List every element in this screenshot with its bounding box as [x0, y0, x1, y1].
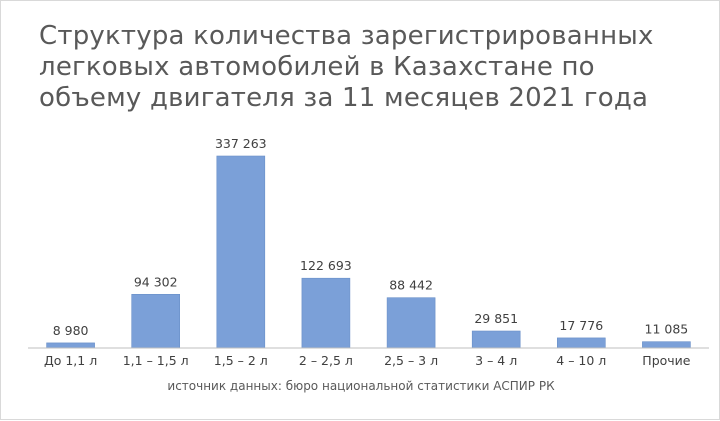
bar-4 — [386, 297, 436, 349]
category-label-0: До 1,1 л — [44, 353, 97, 368]
category-label-3: 2 – 2,5 л — [299, 353, 353, 368]
category-label-5: 3 – 4 л — [475, 353, 517, 368]
category-label-6: 4 – 10 л — [556, 353, 606, 368]
bar-1 — [131, 293, 180, 349]
data-label-6: 17 776 — [559, 318, 603, 333]
category-label-2: 1,5 – 2 л — [214, 353, 268, 368]
bar-6 — [556, 337, 606, 349]
bar-5 — [471, 330, 521, 349]
data-label-1: 94 302 — [134, 274, 178, 289]
category-label-4: 2,5 – 3 л — [384, 353, 438, 368]
category-label-1: 1,1 – 1,5 л — [123, 353, 189, 368]
bar-0 — [46, 342, 95, 349]
chart-title: Структура количества зарегистрированных … — [39, 21, 654, 113]
bar-3 — [301, 277, 351, 349]
data-label-2: 337 263 — [215, 136, 267, 151]
data-label-0: 8 980 — [53, 323, 89, 338]
data-label-3: 122 693 — [300, 258, 352, 273]
data-label-5: 29 851 — [474, 311, 518, 326]
data-label-7: 11 085 — [645, 322, 689, 337]
data-label-4: 88 442 — [389, 278, 433, 293]
category-label-7: Прочие — [642, 353, 690, 368]
bar-2 — [216, 155, 266, 349]
chart-source-note: источник данных: бюро национальной стати… — [167, 379, 555, 393]
bar-7 — [642, 341, 691, 349]
